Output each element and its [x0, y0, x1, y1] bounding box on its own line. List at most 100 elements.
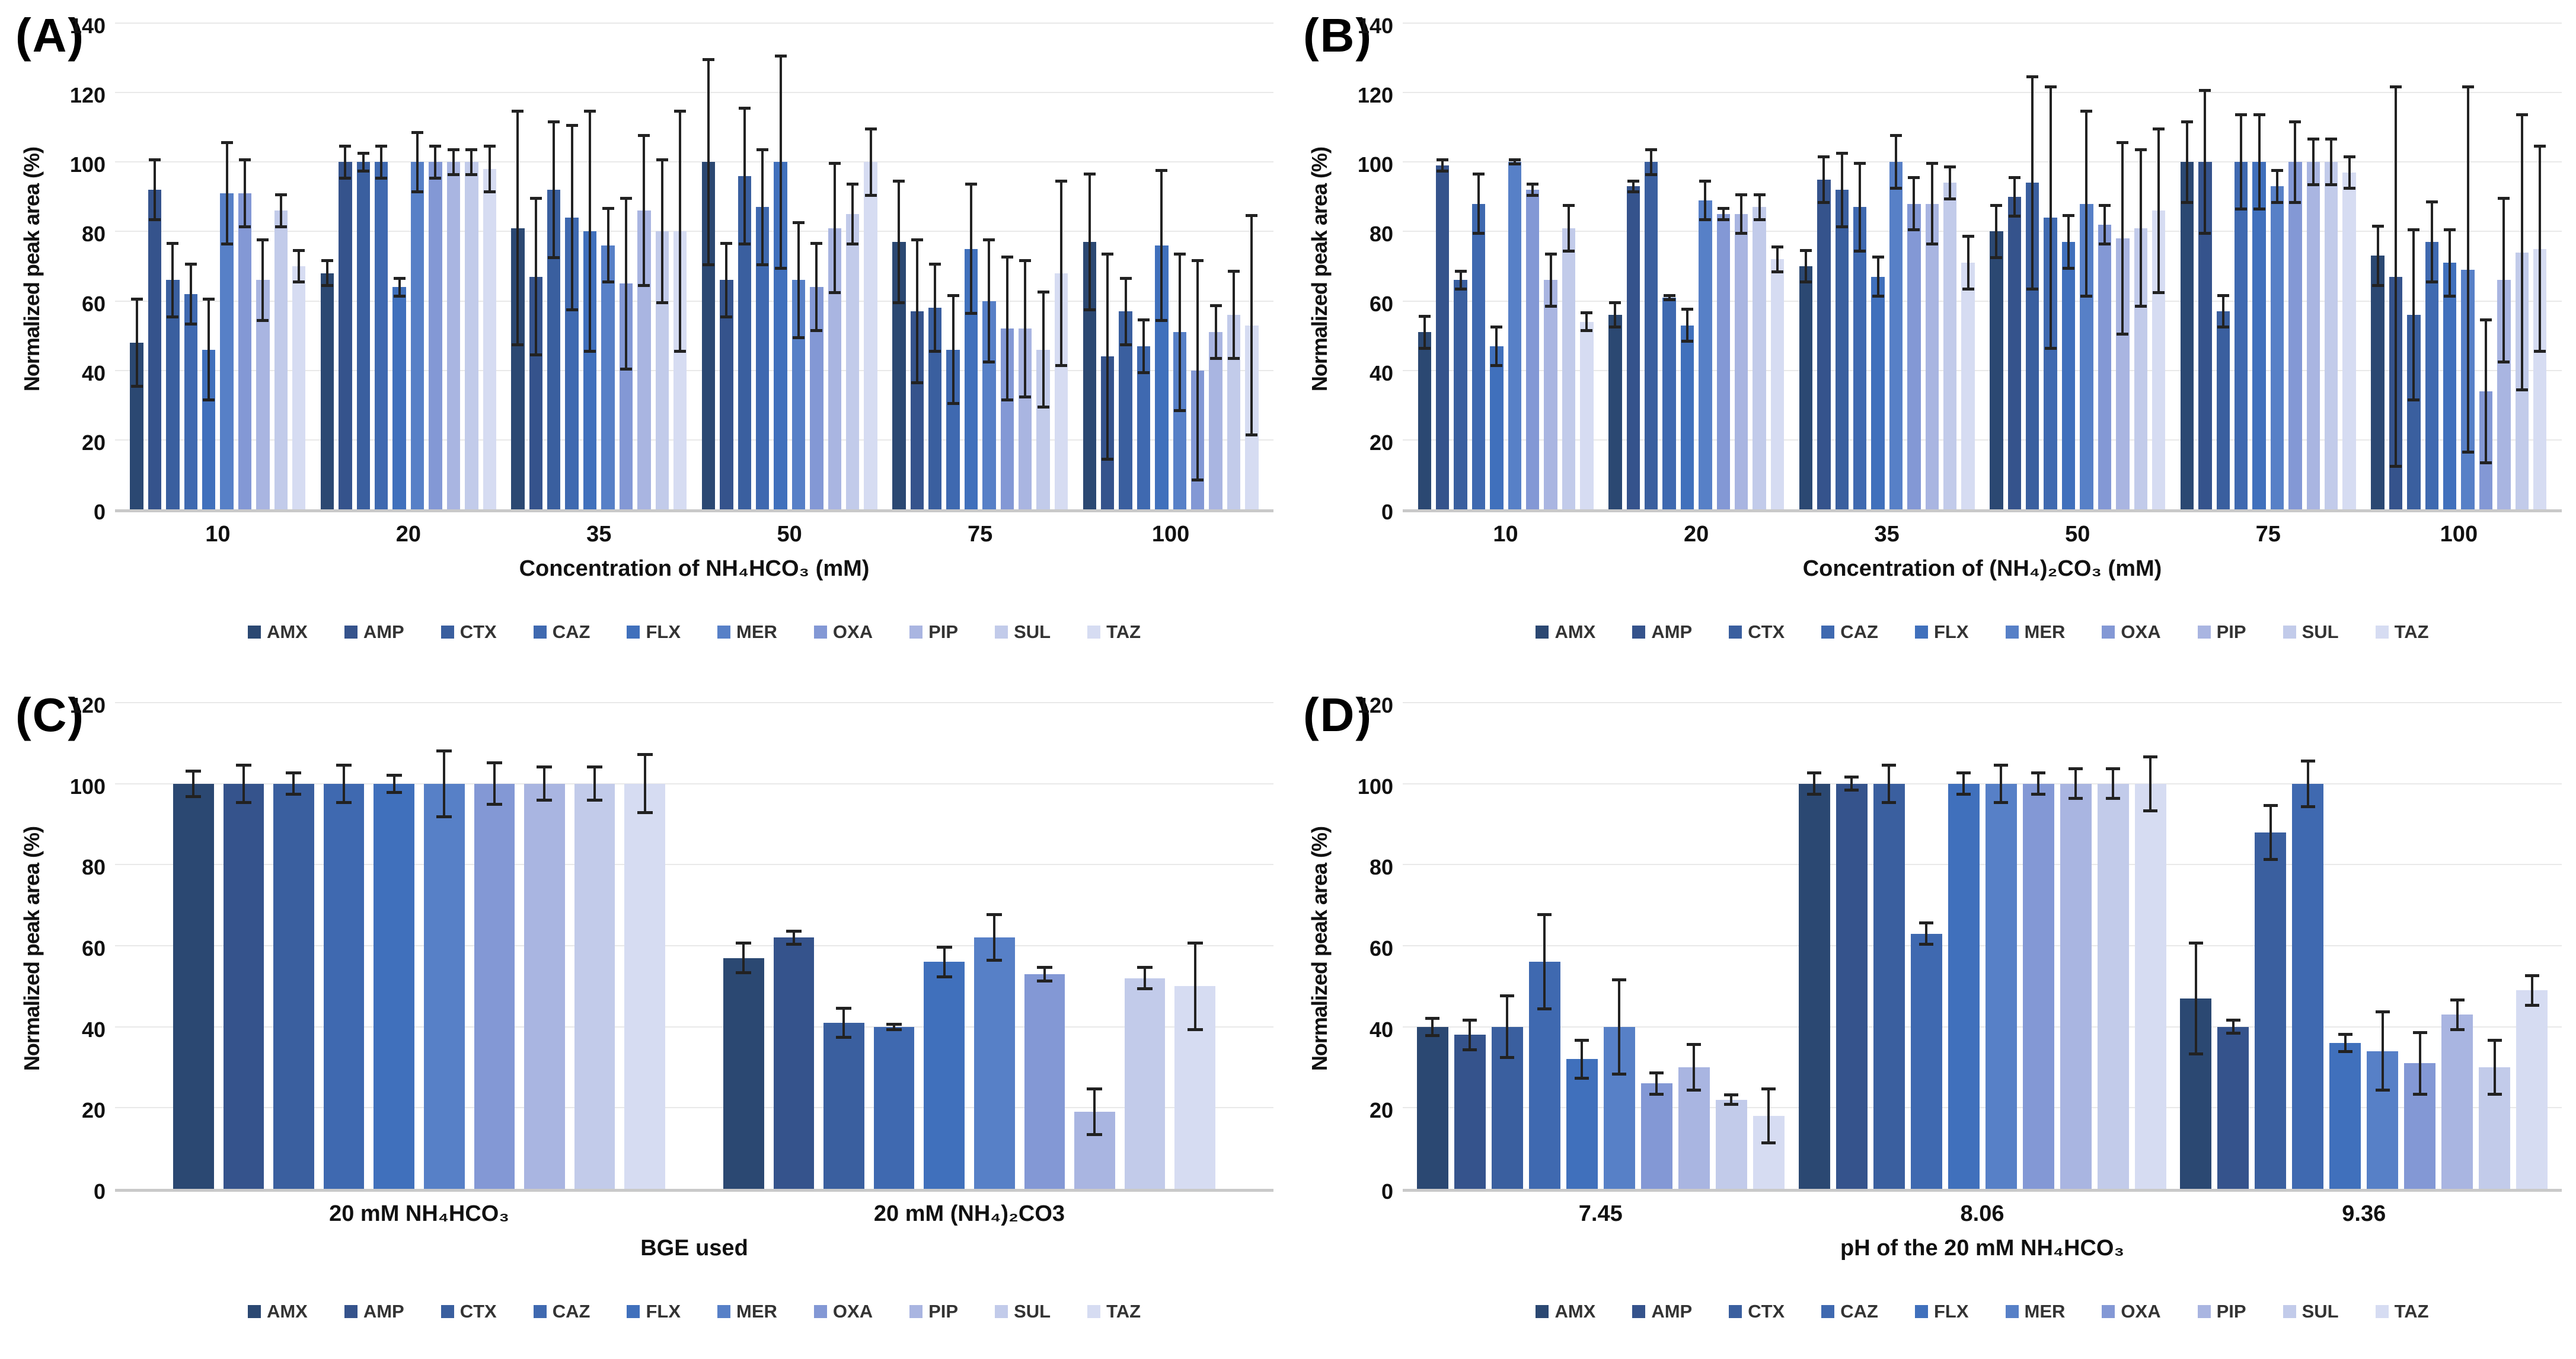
legend-item-AMP: AMP	[344, 1301, 404, 1322]
bar-slot	[474, 706, 515, 1189]
error-bar-cap-top	[1537, 913, 1552, 917]
legend-swatch-icon	[440, 626, 454, 639]
bar-slot	[1209, 26, 1222, 509]
error-bar-cap-top	[2063, 214, 2075, 218]
y-tick-label-140: 140	[69, 14, 106, 38]
legend-item-PIP: PIP	[2197, 621, 2246, 643]
error-bar-cap-bottom	[584, 350, 596, 353]
error-bar-cap-top	[584, 110, 596, 113]
error-bar-cap-top	[828, 162, 841, 165]
error-bar-cap-bottom	[465, 173, 478, 176]
bar-MER-10	[220, 193, 234, 509]
bar-slot	[1119, 26, 1132, 509]
bar-AMX-50	[1990, 231, 2003, 509]
bar-slot	[1907, 26, 1921, 509]
bar-slot	[374, 706, 414, 1189]
error-bar-cap-top	[893, 179, 905, 183]
bar-slot	[1734, 26, 1748, 509]
error-bar-cap-bottom	[1209, 357, 1222, 361]
error-bar-cap-top	[447, 148, 459, 151]
error-bar-cap-top	[1055, 179, 1067, 183]
error-bar-cap-bottom	[847, 242, 859, 245]
error-bar-cap-top	[1889, 134, 1902, 138]
legend-label: CTX	[1748, 1301, 1785, 1322]
error-bar-cap-top	[1771, 245, 1783, 248]
bar-slot	[1036, 26, 1050, 509]
error-bar-cap-bottom	[637, 811, 653, 814]
error-bar-cap-bottom	[1990, 256, 2003, 260]
bar-group-10	[1418, 26, 1594, 509]
y-tick-label-100: 100	[69, 152, 106, 177]
error-bar-cap-bottom	[2462, 451, 2474, 454]
error-bar-cap-top	[1919, 921, 1933, 924]
error-bar-line	[2204, 89, 2207, 235]
bar-slot	[1716, 26, 1730, 509]
legend-label: AMX	[1554, 1301, 1596, 1322]
error-bar-cap-top	[483, 145, 496, 148]
bar-CTX-10	[166, 280, 180, 509]
error-bar-line	[493, 761, 496, 806]
x-tick-label-20 mM (NH₄)₂CO3: 20 mM (NH₄)₂CO3	[873, 1201, 1065, 1226]
error-bar-line	[1214, 304, 1217, 361]
bar-slot	[2007, 26, 2022, 509]
bar-FLX-20	[392, 287, 406, 509]
bar-slot	[1124, 706, 1166, 1189]
panel-b-label: (B)	[1303, 9, 1373, 62]
bar-slot	[529, 26, 543, 509]
error-bar-cap-bottom	[566, 308, 578, 312]
error-bar-line	[1967, 235, 1969, 291]
bar-FLX-50	[2061, 242, 2076, 509]
bar-CAZ-35	[1853, 207, 1867, 509]
error-bar-cap-top	[702, 58, 714, 61]
bar-MER-8.06	[1985, 783, 2017, 1189]
bar-CTX-100	[2407, 315, 2421, 509]
error-bar-line	[1506, 994, 1509, 1060]
error-bar-line	[660, 158, 663, 305]
bar-group-100	[1083, 26, 1259, 509]
bar-PIP-35	[1925, 203, 1939, 509]
error-bar-line	[344, 145, 347, 180]
error-bar-cap-top	[929, 263, 941, 266]
x-tick-label-35: 35	[1874, 521, 1900, 547]
error-bar-line	[1088, 172, 1091, 312]
chart-d: Normalized peak area (%) 0 20 40 60 80 100 120…	[1298, 693, 2562, 1350]
y-tick-label-120: 120	[1357, 83, 1393, 108]
error-bar-line	[516, 110, 519, 346]
error-bar-cap-bottom	[512, 343, 524, 346]
error-bar-cap-top	[602, 207, 614, 210]
bar-slot	[928, 26, 942, 509]
error-bar-cap-bottom	[1001, 398, 1013, 402]
error-bar-cap-bottom	[1246, 433, 1258, 436]
bar-slot	[1454, 706, 1486, 1189]
error-bar-cap-bottom	[1055, 363, 1067, 367]
error-bar-cap-bottom	[792, 336, 805, 339]
legend-item-TAZ: TAZ	[1087, 1301, 1141, 1322]
bar-CAZ-20	[1662, 297, 1676, 509]
error-bar-cap-top	[2235, 113, 2248, 117]
bar-slot	[1018, 26, 1032, 509]
error-bar-cap-bottom	[2098, 242, 2111, 245]
y-tick-label-100: 100	[1357, 774, 1393, 799]
error-bar-cap-top	[1681, 308, 1693, 311]
bar-slot	[2026, 26, 2039, 509]
bar-slot	[184, 26, 198, 509]
bar-SUL-75	[1036, 349, 1050, 509]
error-bar-line	[1196, 259, 1199, 482]
error-bar-cap-bottom	[1425, 1033, 1440, 1037]
error-bar-cap-bottom	[386, 790, 402, 794]
bar-FLX-7.45	[1566, 1059, 1598, 1189]
legend-swatch-icon	[1087, 1305, 1101, 1318]
y-axis-ticks: 0 20 40 60 80 100 120 140	[53, 14, 115, 524]
x-axis-ticks: 7.45 8.06 9.36	[1403, 1192, 2562, 1236]
bar-slot	[1173, 26, 1186, 509]
bar-group-20	[320, 26, 496, 509]
gridline-80	[115, 864, 1273, 866]
error-bar-line	[2344, 1032, 2347, 1054]
error-bar-cap-top	[947, 294, 959, 297]
bar-FLX-100	[1155, 245, 1169, 509]
error-bar-line	[869, 127, 872, 197]
error-bar-line	[679, 110, 682, 353]
bar-slot	[223, 706, 264, 1189]
error-bar-cap-bottom	[2271, 200, 2284, 204]
bar-group-7.45	[1416, 706, 1785, 1189]
